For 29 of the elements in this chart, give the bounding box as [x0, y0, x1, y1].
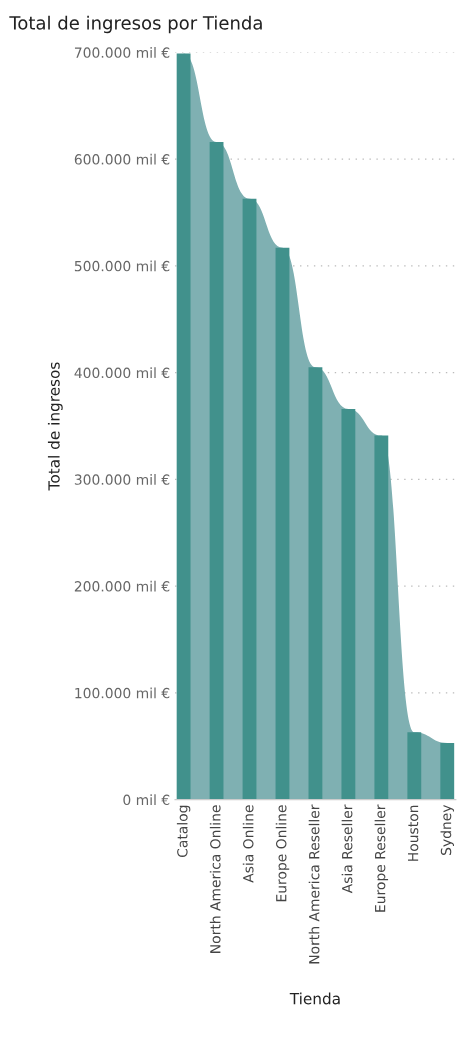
bar [242, 198, 257, 800]
y-tick-label: 700.000 mil € [74, 47, 170, 58]
chart-title: Total de ingresos por Tienda [9, 15, 262, 34]
x-tick-label: Europe Online [275, 805, 290, 902]
y-axis-title: Total de ingresos [47, 362, 63, 491]
x-tick-label: North America Reseller [308, 804, 320, 964]
y-tick-label: 600.000 mil € [74, 153, 170, 165]
x-tick-label: North America Online [209, 805, 221, 953]
x-tick-label: Asia Reseller [341, 804, 353, 894]
y-tick-label: 400.000 mil € [74, 367, 170, 379]
bar [407, 732, 422, 800]
bar [374, 435, 389, 800]
y-tick-label: 300.000 mil € [74, 474, 170, 485]
x-tick-label: Asia Online [242, 805, 254, 883]
x-tick-label: Europe Reseller [374, 804, 389, 912]
bar [341, 408, 356, 800]
y-tick-label: 200.000 mil € [74, 580, 170, 592]
bar [275, 247, 290, 800]
bar [308, 367, 323, 800]
x-tick-label: Sydney [440, 804, 454, 855]
bar [209, 142, 224, 800]
y-tick-label: 0 mil € [123, 794, 170, 806]
x-axis-title: Tienda [289, 992, 340, 1005]
bar [176, 53, 191, 800]
y-tick-label: 100.000 mil € [75, 687, 170, 699]
x-tick-label: Catalog [176, 805, 191, 858]
x-tick-label: Houston [408, 805, 419, 861]
y-tick-label: 500.000 mil € [74, 260, 170, 272]
bar [440, 743, 455, 800]
